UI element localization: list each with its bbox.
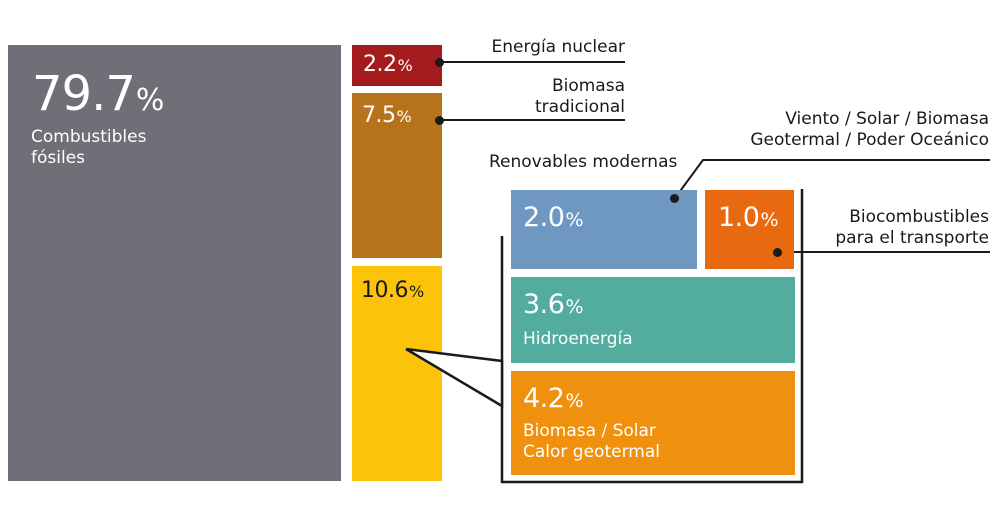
traditional-biomass-block: 7.5%: [352, 93, 442, 258]
traditional-biomass-value: 7.5%: [362, 103, 412, 128]
wind-solar-block: 2.0%: [511, 190, 697, 269]
modern-renewables-block: 10.6%: [352, 266, 442, 481]
hydro-label: Hidroenergía: [523, 329, 633, 349]
fossil-fuels-value: 79.7%: [32, 66, 164, 122]
nuclear-callout-dot: [435, 58, 444, 67]
biomass-heat-block: 4.2% Biomasa / Solar Calor geotermal: [511, 371, 795, 475]
biofuels-callout-dot: [773, 248, 782, 257]
nuclear-value: 2.2%: [363, 52, 413, 77]
hydro-block: 3.6% Hidroenergía: [511, 277, 795, 363]
modern-renewables-callout: Renovables modernas: [489, 152, 678, 172]
biofuels-value: 1.0%: [718, 202, 779, 233]
hydro-value: 3.6%: [523, 289, 584, 320]
modern-renewables-value: 10.6%: [361, 278, 424, 303]
nuclear-block: 2.2%: [352, 45, 442, 86]
biofuels-block: 1.0%: [705, 190, 794, 269]
wind-solar-callout-dot: [670, 194, 679, 203]
nuclear-callout: Energía nuclear: [491, 37, 626, 57]
traditional-biomass-callout: Biomasa tradicional: [535, 76, 625, 117]
fossil-fuels-block: 79.7% Combustibles fósiles: [8, 45, 341, 481]
biomass-heat-label: Biomasa / Solar Calor geotermal: [523, 421, 660, 462]
biomass-heat-value: 4.2%: [523, 383, 584, 414]
fossil-fuels-label: Combustibles fósiles: [31, 127, 147, 168]
traditional-biomass-callout-dot: [435, 116, 444, 125]
wind-solar-value: 2.0%: [523, 202, 584, 233]
biofuels-callout: Biocombustibles para el transporte: [835, 207, 989, 248]
wind-solar-callout: Viento / Solar / Biomasa Geotermal / Pod…: [750, 109, 989, 150]
